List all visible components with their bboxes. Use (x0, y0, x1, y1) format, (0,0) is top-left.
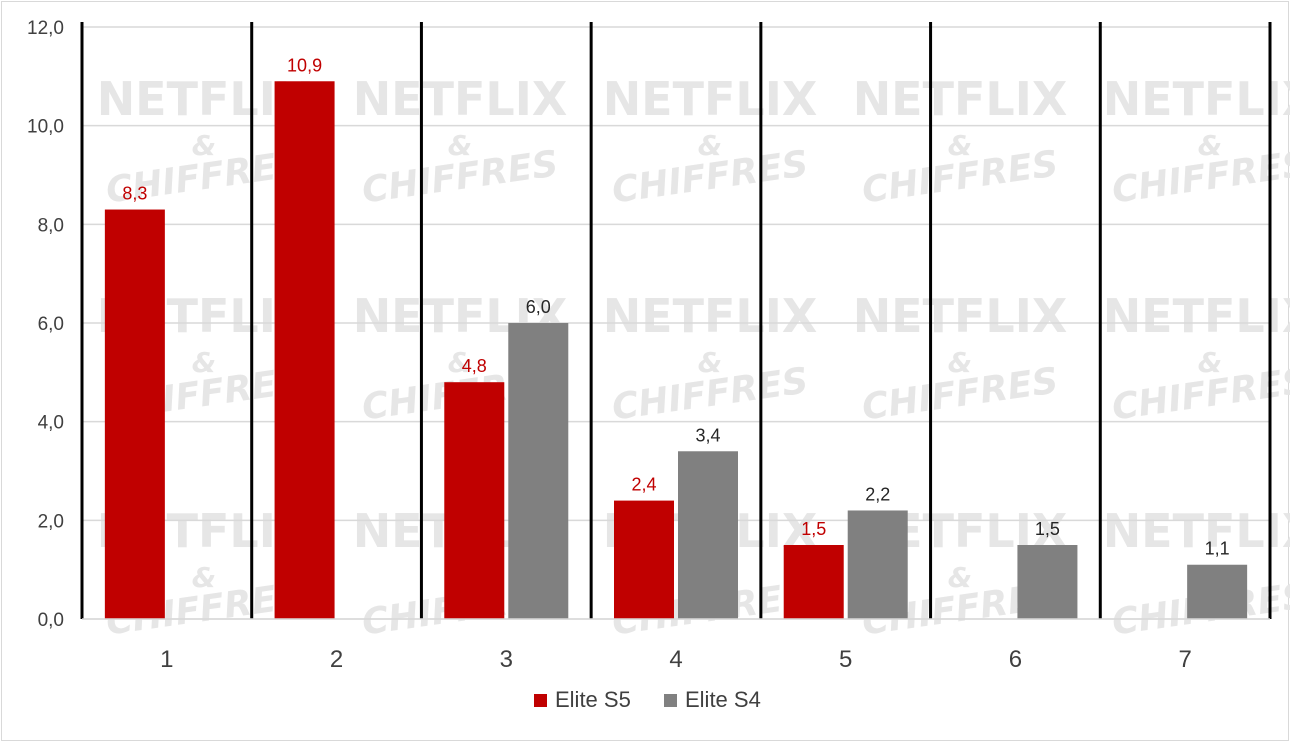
legend[interactable]: Elite S5 Elite S4 (534, 687, 761, 712)
svg-text:NETFLIX: NETFLIX (1103, 289, 1290, 343)
bar-elite-s4-4[interactable] (678, 451, 738, 619)
data-label: 10,9 (287, 55, 322, 75)
x-tick-label: 4 (669, 646, 682, 673)
svg-text:&: & (948, 561, 972, 594)
svg-text:&: & (448, 129, 472, 162)
svg-text:NETFLIX: NETFLIX (1103, 504, 1290, 558)
bar-elite-s5-2[interactable] (274, 81, 335, 620)
netflix-chiffres-watermark: NETFLIX&CHIFFRES (603, 289, 818, 429)
x-tick-label: 7 (1178, 646, 1191, 673)
svg-text:&: & (948, 129, 972, 162)
svg-text:NETFLIX: NETFLIX (853, 72, 1068, 126)
y-tick-label: 0,0 (38, 610, 64, 631)
svg-text:NETFLIX: NETFLIX (853, 289, 1068, 343)
data-label: 1,5 (1035, 519, 1060, 539)
bar-elite-s4-6[interactable] (1017, 545, 1078, 619)
legend-swatch (664, 694, 677, 707)
x-tick-label: 1 (160, 646, 173, 673)
y-tick-label: 6,0 (38, 314, 64, 335)
bar-elite-s4-7[interactable] (1187, 564, 1248, 619)
bar-elite-s4-3[interactable] (508, 323, 569, 619)
y-tick-label: 8,0 (38, 215, 64, 236)
legend-swatch (534, 694, 547, 707)
data-label: 1,1 (1205, 539, 1230, 559)
bars (104, 81, 1248, 620)
x-tick-label: 5 (839, 646, 852, 673)
netflix-chiffres-watermark: NETFLIX&CHIFFRES (1103, 289, 1290, 429)
y-tick-label: 2,0 (38, 511, 64, 532)
data-label: 2,4 (631, 475, 656, 495)
y-tick-label: 10,0 (27, 117, 64, 138)
bar-elite-s5-5[interactable] (783, 545, 844, 619)
svg-text:&: & (192, 129, 216, 162)
netflix-chiffres-watermark: NETFLIX&CHIFFRES (853, 289, 1068, 429)
data-label: 2,2 (865, 484, 890, 504)
data-labels: 8,3 10,9 4,8 6,0 2,4 3,4 1,5 2,2 1,5 1,1 (122, 55, 1229, 558)
svg-text:&: & (1198, 129, 1222, 162)
data-label: 1,5 (801, 519, 826, 539)
data-label: 3,4 (695, 425, 720, 445)
bar-elite-s5-1[interactable] (104, 209, 165, 620)
svg-text:&: & (698, 346, 722, 379)
svg-text:&: & (698, 129, 722, 162)
y-tick-label: 12,0 (27, 18, 64, 39)
svg-text:&: & (448, 346, 472, 379)
netflix-chiffres-watermark: NETFLIX&CHIFFRES (853, 72, 1068, 212)
x-tick-label: 3 (500, 646, 513, 673)
x-tick-label: 2 (330, 646, 343, 673)
bar-elite-s5-3[interactable] (444, 382, 505, 619)
category-separators (80, 22, 1272, 619)
netflix-chiffres-watermark: NETFLIX&CHIFFRES (353, 72, 568, 212)
netflix-chiffres-watermark: NETFLIX&CHIFFRES (603, 72, 818, 212)
bar-elite-s4-5[interactable] (847, 510, 908, 619)
legend-item-elite-s5[interactable]: Elite S5 (534, 687, 631, 712)
legend-label: Elite S4 (685, 687, 761, 712)
svg-text:&: & (1198, 346, 1222, 379)
legend-item-elite-s4[interactable]: Elite S4 (664, 687, 761, 712)
svg-text:&: & (192, 561, 216, 594)
svg-text:&: & (948, 346, 972, 379)
svg-text:&: & (192, 346, 216, 379)
netflix-chiffres-watermark: NETFLIX&CHIFFRES (1103, 72, 1290, 212)
x-axis: 1 2 3 4 5 6 7 (82, 618, 1270, 673)
svg-text:NETFLIX: NETFLIX (603, 72, 818, 126)
y-axis: 0,0 2,0 4,0 6,0 8,0 10,0 12,0 (27, 18, 64, 631)
legend-label: Elite S5 (555, 687, 631, 712)
svg-text:NETFLIX: NETFLIX (1103, 72, 1290, 126)
data-label: 8,3 (122, 184, 147, 204)
svg-text:NETFLIX: NETFLIX (353, 72, 568, 126)
x-tick-label: 6 (1009, 646, 1022, 673)
y-tick-label: 4,0 (38, 413, 64, 434)
data-label: 4,8 (462, 356, 487, 376)
svg-text:NETFLIX: NETFLIX (603, 289, 818, 343)
bar-elite-s5-4[interactable] (614, 500, 674, 619)
data-label: 6,0 (526, 297, 551, 317)
